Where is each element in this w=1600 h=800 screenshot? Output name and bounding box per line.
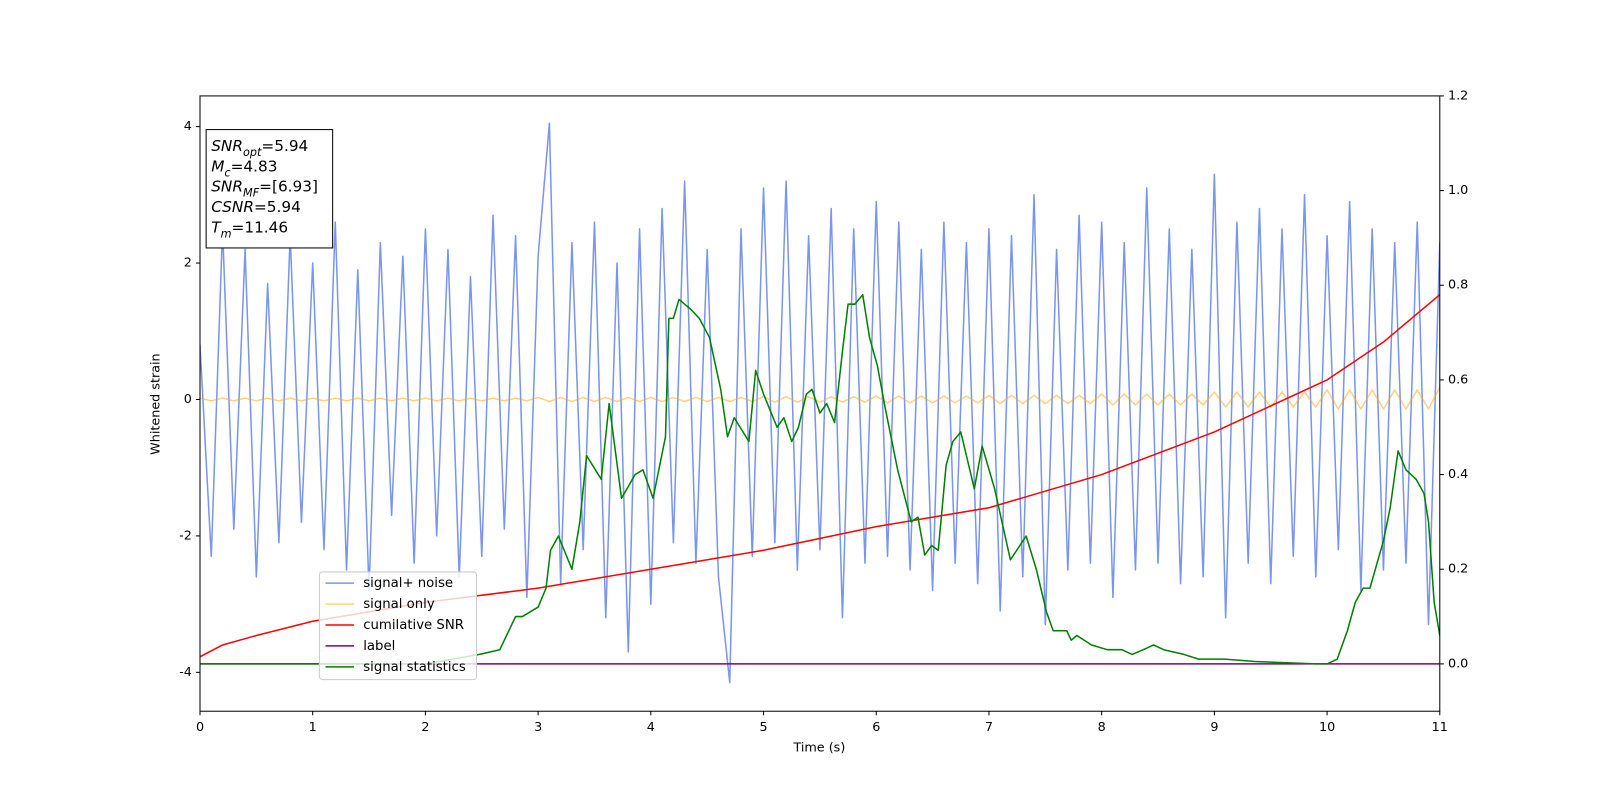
annotation-text: =11.46 [232, 218, 289, 236]
annotation-symbol: T [211, 218, 222, 236]
legend-label: signal+ noise [363, 576, 453, 591]
legend-label: cumilative SNR [363, 618, 464, 633]
series-line [200, 386, 1440, 410]
x-tick-label: 0 [196, 720, 204, 735]
x-tick-label: 10 [1319, 720, 1335, 735]
legend-label: label [363, 639, 395, 654]
x-tick-label: 5 [759, 720, 767, 735]
y-tick-label: 4 [184, 119, 192, 134]
y2-tick-label: 0.4 [1448, 467, 1468, 482]
annotation-line: Tm=11.46 [211, 218, 288, 240]
x-tick-label: 9 [1210, 720, 1218, 735]
annotation-symbol: CSNR [211, 198, 254, 216]
x-tick-label: 8 [1098, 720, 1106, 735]
x-tick-label: 11 [1432, 720, 1448, 735]
y2-tick-label: 0.6 [1448, 372, 1468, 387]
x-axis-label: Time (s) [792, 740, 845, 755]
annotation-symbol: M [211, 157, 224, 175]
legend-label: signal only [363, 597, 435, 612]
annotation-line: SNRMF=[6.93] [211, 177, 318, 199]
x-tick-label: 1 [309, 720, 317, 735]
legend: signal+ noise signal only cumilative SNR la… [318, 571, 478, 681]
x-tick-label: 6 [872, 720, 880, 735]
series-line [200, 294, 1440, 658]
y-tick-label: -2 [179, 528, 192, 543]
annotation-frame [205, 129, 334, 249]
annotation-subscript: opt [243, 145, 262, 158]
annotation-text: =4.83 [231, 157, 278, 175]
x-tick-label: 7 [985, 720, 993, 735]
annotation-symbol: SNR [211, 177, 243, 195]
y2-tick-label: 0.8 [1448, 278, 1468, 293]
annotation-subscript: m [221, 227, 232, 240]
y2-tick-label: 0.2 [1448, 562, 1468, 577]
annotation-text: =5.94 [261, 136, 308, 154]
y-tick-label: -4 [179, 665, 192, 680]
x-tick-label: 2 [421, 720, 429, 735]
annotation-symbol: SNR [211, 136, 243, 154]
legend-label: signal statistics [363, 660, 466, 675]
annotation-text: =5.94 [254, 198, 301, 216]
y-tick-label: 2 [184, 256, 192, 271]
annotation-line: CSNR=5.94 [211, 198, 301, 216]
annotation-box: SNRopt=5.94Mc=4.83SNRMF=[6.93]CSNR=5.94T… [205, 129, 334, 249]
y2-tick-label: 0.0 [1448, 656, 1468, 671]
plot-frame [199, 95, 1441, 712]
annotation-subscript: MF [243, 186, 260, 199]
x-tick-label: 3 [534, 720, 542, 735]
series-line [200, 122, 1440, 684]
y2-tick-label: 1.0 [1448, 183, 1468, 198]
annotation-line: SNRopt=5.94 [211, 136, 308, 158]
x-tick-label: 4 [647, 720, 655, 735]
y2-tick-label: 1.2 [1448, 88, 1468, 103]
annotation-line: Mc=4.83 [211, 157, 277, 179]
y-axis-label: Whitened strain [149, 353, 164, 454]
annotation-subscript: c [224, 166, 231, 179]
y-tick-label: 0 [184, 392, 192, 407]
annotation-text: =[6.93] [259, 177, 318, 195]
series-line [200, 293, 1440, 665]
legend-frame [318, 571, 478, 681]
